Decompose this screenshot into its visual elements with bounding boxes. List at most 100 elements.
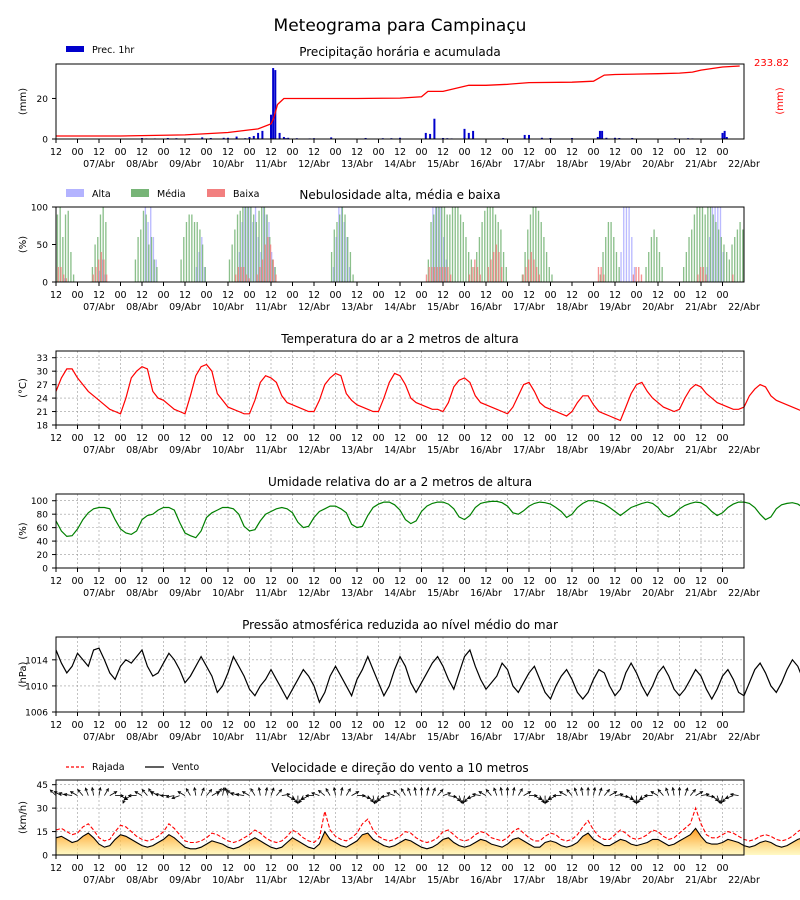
cloud-bar-média	[56, 214, 59, 282]
wind-arrow-head	[150, 791, 155, 795]
cloud-bar-alta	[440, 207, 442, 282]
wind-arrow-head	[311, 792, 315, 796]
x-tick-label: 00	[673, 863, 685, 874]
cloud-bar-média	[204, 267, 206, 282]
x-tick-label: 12	[695, 576, 707, 587]
cloud-bar-média	[607, 222, 610, 282]
cloud-bar-média	[484, 210, 486, 282]
x-tick-label: 00	[673, 147, 685, 158]
cloud-bar-alta	[241, 222, 243, 282]
cloud-bar-alta	[262, 207, 265, 282]
x-tick-label: 00	[716, 147, 728, 158]
cloud-bar-média	[543, 237, 545, 282]
wind-direction-arrow	[372, 795, 375, 804]
wind-arrow-head	[201, 787, 205, 792]
precip-bar	[721, 132, 724, 139]
precip-bar	[252, 135, 255, 139]
x-tick-label: 12	[351, 147, 363, 158]
y-axis-label: (%)	[18, 522, 29, 539]
wind-arrow-head	[499, 786, 503, 791]
cloud-bar-média	[196, 222, 198, 282]
cloud-bar-média	[699, 207, 701, 282]
wind-arrow-head	[127, 793, 132, 798]
wind-direction-arrow	[431, 787, 436, 796]
wind-direction-arrow	[730, 793, 739, 796]
cloud-bar-média	[99, 214, 102, 282]
cloud-bar-média	[537, 210, 540, 282]
panel-title: Velocidade e direção do vento a 10 metro…	[271, 761, 528, 775]
cloud-bar-baixa	[441, 267, 444, 282]
legend-label: Baixa	[233, 189, 259, 200]
plot-frame	[55, 63, 745, 140]
x-tick-label: 00	[243, 863, 255, 874]
x-tick-label: 00	[716, 433, 728, 444]
date-label: 20/Abr	[642, 302, 674, 313]
x-tick-label: 12	[50, 576, 62, 587]
date-label: 07/Abr	[83, 159, 115, 170]
wind-direction-arrow	[148, 788, 154, 796]
x-tick-label: 12	[523, 720, 535, 731]
wind-arrow-head	[393, 789, 397, 794]
cloud-bar-baixa	[431, 267, 433, 282]
wind-arrow-head	[400, 787, 405, 792]
cloud-bar-média	[470, 259, 473, 282]
x-tick-label: 00	[200, 576, 212, 587]
date-label: 22/Abr	[728, 159, 760, 170]
cloud-bar-média	[70, 252, 72, 282]
wind-direction-arrow	[467, 795, 476, 799]
legend-label: Vento	[172, 762, 199, 773]
date-label: 11/Abr	[255, 588, 287, 599]
y-tick-label: 1006	[25, 709, 48, 719]
wind-arrow-head	[141, 788, 146, 793]
cloud-bar-média	[505, 267, 507, 282]
x-tick-label: 12	[394, 147, 406, 158]
x-tick-label: 12	[136, 720, 148, 731]
x-tick-label: 12	[480, 290, 492, 301]
wind-arrow-head	[278, 788, 283, 793]
y-tick-label: 0	[42, 136, 48, 146]
date-label: 12/Abr	[298, 302, 330, 313]
wind-direction-arrow	[333, 787, 336, 796]
wind-direction-arrow	[91, 787, 94, 796]
cloud-bar-alta	[717, 207, 719, 282]
wind-arrow-head	[639, 796, 644, 801]
cloud-bar-baixa	[522, 274, 524, 282]
cloud-bar-baixa	[476, 267, 479, 282]
cloud-bar-média	[489, 207, 491, 282]
series-line	[55, 363, 800, 422]
cloud-bar-média	[134, 259, 137, 282]
wind-direction-arrow	[286, 795, 295, 800]
x-tick-label: 12	[93, 147, 105, 158]
date-label: 17/Abr	[513, 159, 545, 170]
x-tick-label: 00	[630, 863, 642, 874]
cloud-bar-média	[333, 229, 335, 282]
wind-arrow-head	[692, 788, 696, 793]
wind-direction-arrow	[386, 792, 395, 796]
x-tick-label: 00	[458, 720, 470, 731]
cloud-bar-alta	[443, 237, 445, 282]
x-tick-label: 00	[286, 147, 298, 158]
cloud-bar-alta	[246, 207, 249, 282]
cloud-bar-média	[250, 207, 252, 282]
x-tick-label: 00	[200, 290, 212, 301]
x-tick-label: 12	[480, 433, 492, 444]
date-label: 14/Abr	[384, 159, 416, 170]
precip-bar	[209, 137, 212, 139]
cloud-bar-baixa	[535, 267, 538, 282]
cloud-bar-alta	[719, 207, 722, 282]
wind-arrow-head	[432, 787, 436, 792]
wind-direction-arrow	[206, 789, 212, 796]
cloud-bar-baixa	[234, 274, 237, 282]
y-tick-label: 30	[37, 805, 49, 815]
precip-bar	[424, 132, 427, 139]
cloud-bar-média	[142, 210, 145, 282]
x-tick-label: 12	[265, 863, 277, 874]
wind-arrow-head	[632, 799, 636, 804]
date-label: 08/Abr	[126, 732, 158, 743]
wind-arrow-head	[296, 800, 300, 805]
wind-arrow-head	[485, 788, 490, 793]
cloud-bar-média	[476, 252, 478, 282]
cloud-bar-média	[648, 252, 650, 282]
cloud-bar-alta	[432, 207, 434, 282]
x-tick-label: 00	[372, 720, 384, 731]
